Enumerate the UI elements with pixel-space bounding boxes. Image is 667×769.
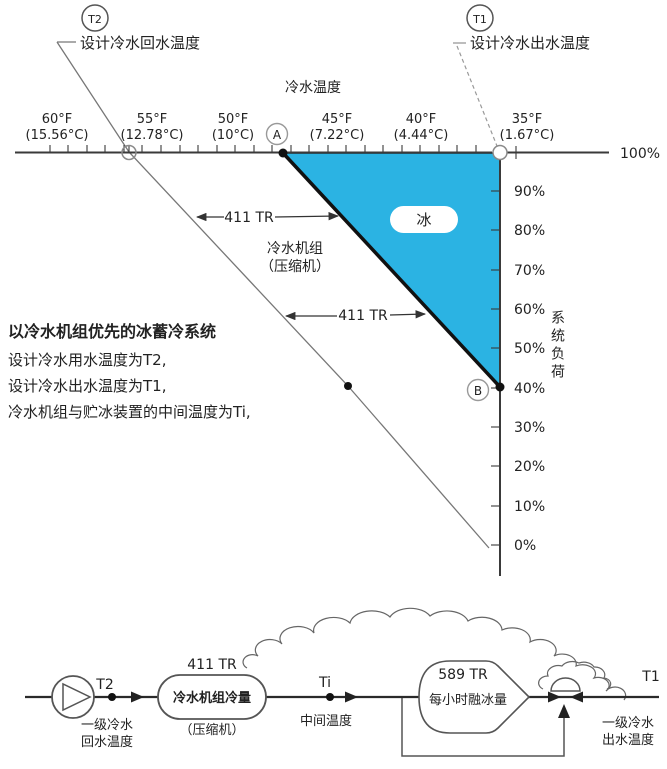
chiller-pill — [157, 674, 267, 720]
load-tick-label: 70% — [514, 263, 545, 279]
temp-tick-label: 55°F — [137, 112, 168, 127]
ice-badge-label: 冰 — [416, 211, 431, 229]
diagonal-point-dot — [344, 382, 352, 390]
note-line: 设计冷水用水温度为T2, — [8, 351, 166, 369]
temp-tick-label: (12.78°C) — [121, 128, 184, 143]
point-b-label: B — [474, 384, 482, 398]
ice-melt-shape — [418, 660, 531, 734]
load-tick-label: 20% — [514, 459, 545, 475]
temp-tick-labels: 60°F (15.56°C) 55°F (12.78°C) 50°F (10°C… — [26, 112, 555, 143]
bypass-pipe — [401, 698, 565, 757]
load-axis: 100% 90% 80% 70% 60% 50% 40% 30% 20% 10%… — [491, 146, 660, 576]
point-a-label: A — [273, 128, 282, 142]
temp-tick-label: (7.22°C) — [310, 128, 365, 143]
load-tick-label: 60% — [514, 302, 545, 318]
melt-tr-label: 589 TR — [438, 667, 488, 683]
point-b: B — [466, 378, 505, 402]
tr-upper-label: 411 TR — [224, 210, 274, 226]
point-a-circle — [265, 122, 289, 146]
temp-tick-label: 40°F — [406, 112, 437, 127]
t1-tag: T1 — [472, 13, 487, 26]
t1-point-label: T1 — [641, 669, 659, 685]
point-b-circle — [466, 378, 490, 402]
point-a-dot — [278, 148, 288, 158]
chiller-label-line1: 冷水机组 — [267, 241, 323, 257]
ice-melt-unit: 589 TR 每小时融冰量 — [418, 660, 531, 734]
load-axis-title: 系统负荷 — [549, 310, 565, 382]
load-tick-label: 0% — [514, 538, 536, 554]
pump-triangle — [62, 682, 92, 712]
load-tick-label: 30% — [514, 420, 545, 436]
tr-lower-arrow-right — [389, 310, 427, 319]
chiller-label-line2: （压缩机） — [260, 259, 330, 275]
return-temp-label-line1: 一级冷水 — [81, 718, 133, 733]
t1-label: 设计冷水出水温度 — [470, 34, 590, 52]
note-title: 以冷水机组优先的冰蓄冷系统 — [8, 322, 216, 341]
temp-tick-label: 50°F — [218, 112, 249, 127]
ti-point-label: Ti — [318, 675, 331, 691]
junction-arrow-right — [548, 691, 561, 703]
t1-pointer-dashed-line — [456, 45, 498, 147]
flow-arrow-1 — [131, 691, 144, 703]
chiller-tr-label: 411 TR — [187, 657, 237, 673]
t2-sensor-dot — [108, 693, 116, 701]
bypass-up-arrow — [558, 704, 570, 718]
load-tick-label: 80% — [514, 223, 545, 239]
temp-tick-label: (4.44°C) — [394, 128, 449, 143]
supply-temp-label-line2: 出水温度 — [602, 732, 654, 748]
return-temp-label-line2: 回水温度 — [81, 734, 133, 750]
mid-temp-label: 中间温度 — [300, 713, 352, 729]
point-b-dot — [495, 382, 505, 392]
axis-crossing-circle — [121, 144, 137, 161]
tr-lower-label: 411 TR — [338, 308, 388, 324]
note-line: 冷水机组与贮冰装置的中间温度为Ti, — [8, 403, 251, 421]
temp-tick-label: (15.56°C) — [26, 128, 89, 143]
temp-axis-title: 冷水温度 — [285, 80, 341, 96]
ice-badge: 冰 — [390, 206, 458, 233]
t1-circle — [466, 4, 494, 32]
t1-marker: T1 设计冷水出水温度 — [453, 4, 590, 147]
temp-tick-label: 35°F — [512, 112, 543, 127]
temp-tick-label: 45°F — [322, 112, 353, 127]
t2-label: 设计冷水回水温度 — [80, 34, 200, 52]
tr-annotation-upper: 411 TR — [195, 210, 340, 226]
chiller-name-label: 冷水机组冷量 — [173, 690, 251, 706]
temp-tick-label: (10°C) — [212, 128, 254, 143]
flow-arrow-2 — [345, 691, 358, 703]
temp-axis-ticks — [49, 145, 517, 159]
t2-tag: T2 — [87, 13, 102, 26]
load-tick-label: 100% — [620, 146, 660, 162]
load-tick-label: 40% — [514, 381, 545, 397]
melt-name-label: 每小时融冰量 — [429, 692, 507, 708]
load-tick-label: 50% — [514, 341, 545, 357]
cloud-outline-large — [242, 607, 627, 701]
temp-tick-label: (1.67°C) — [500, 128, 555, 143]
t2-circle — [81, 4, 109, 32]
load-tick-label: 90% — [514, 184, 545, 200]
chiller-sub-label: （压缩机） — [179, 722, 244, 738]
load-tick-label: 10% — [514, 499, 545, 515]
tr-annotation-lower: 411 TR — [284, 308, 427, 324]
cloud-outline-small — [538, 660, 612, 690]
temp-tick-label: 60°F — [42, 112, 73, 127]
t2-marker: T2 设计冷水回水温度 — [57, 4, 200, 52]
t2-point-label: T2 — [95, 677, 113, 693]
chiller-unit: 411 TR 冷水机组冷量 （压缩机） — [157, 657, 267, 738]
point-a: A — [265, 122, 289, 158]
ice-badge-pill — [390, 206, 458, 233]
t1-axis-circle — [492, 144, 508, 161]
valve-dome-icon — [550, 677, 581, 692]
note-line: 设计冷水出水温度为T1, — [8, 377, 166, 395]
ice-triangle-hypotenuse — [281, 151, 502, 389]
ti-sensor-dot — [326, 693, 334, 701]
pump-symbol — [51, 675, 95, 719]
note-block: 以冷水机组优先的冰蓄冷系统 设计冷水用水温度为T2, 设计冷水出水温度为T1, … — [8, 322, 251, 421]
tr-upper-arrow-right — [274, 211, 340, 221]
chiller-line-diagonal — [56, 41, 490, 549]
junction-arrow-left — [570, 691, 583, 703]
supply-temp-label-line1: 一级冷水 — [602, 716, 654, 731]
